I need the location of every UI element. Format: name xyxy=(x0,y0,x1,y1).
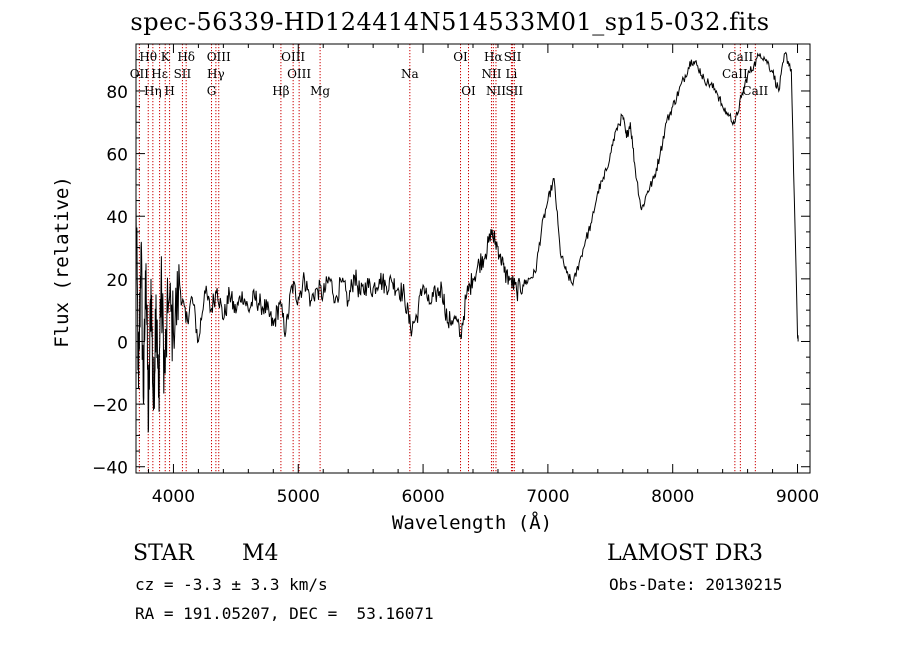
line-marker-label: NII xyxy=(481,67,501,81)
y-axis-label: Flux (relative) xyxy=(51,176,73,348)
x-axis-label: Wavelength (Å) xyxy=(392,511,552,534)
survey-name: LAMOST DR3 xyxy=(607,541,763,566)
line-marker-label: SII xyxy=(174,67,192,81)
line-marker-label: Hε xyxy=(151,67,168,81)
line-marker-labels: Hθ OII Hη K H Hε SII Hδ OIII Hγ G OIII OIII Hβ Mg Na OI O… xyxy=(130,50,769,98)
line-marker-label: Hη xyxy=(144,84,162,98)
line-marker-label: CaII xyxy=(727,50,753,64)
line-marker-label: OIII xyxy=(287,67,311,81)
series-line-flux xyxy=(136,51,799,433)
plot-axes: 4000 5000 6000 7000 8000 9000 −40 −20 0 20 40 60 80 xyxy=(92,43,819,507)
y-tick-label: 80 xyxy=(106,83,128,103)
line-marker-label: CaII xyxy=(742,84,768,98)
y-tick-label: 0 xyxy=(117,333,128,353)
y-tick-label: 60 xyxy=(106,146,128,166)
x-tick-label: 6000 xyxy=(401,487,444,507)
line-marker-label: Na xyxy=(401,67,419,81)
line-marker-label: Hγ xyxy=(207,67,225,81)
line-marker-label: NII xyxy=(486,84,506,98)
object-subclass: M4 xyxy=(242,541,279,566)
line-marker-label: Hδ xyxy=(177,50,195,64)
line-marker-label: OIII xyxy=(207,50,231,64)
y-tick-label: −20 xyxy=(92,396,128,416)
line-marker-label: OII xyxy=(130,67,150,81)
plot-frame xyxy=(135,43,811,474)
x-tick-label: 9000 xyxy=(776,487,819,507)
line-marker-label: G xyxy=(207,84,217,98)
line-marker-label: CaII xyxy=(722,67,748,81)
line-marker-label: OI xyxy=(453,50,468,64)
y-tick-label: −40 xyxy=(92,459,128,479)
spectrum-trace xyxy=(136,51,799,433)
line-marker-label: OIII xyxy=(281,50,305,64)
line-marker-label: SII xyxy=(504,50,522,64)
x-tick-label: 8000 xyxy=(651,487,694,507)
line-marker-label: Hθ xyxy=(139,50,157,64)
chart-title: spec-56339-HD124414N514533M01_sp15-032.f… xyxy=(130,8,770,36)
line-marker-label: Hα xyxy=(484,50,503,64)
redshift-value: cz = -3.3 ± 3.3 km/s xyxy=(135,575,328,594)
line-marker-label: K xyxy=(161,50,171,64)
line-marker-label: Li xyxy=(506,67,518,81)
y-tick-label: 20 xyxy=(106,271,128,291)
x-tick-label: 7000 xyxy=(526,487,569,507)
line-marker-label: Mg xyxy=(310,84,330,98)
line-marker-label: SII xyxy=(505,84,523,98)
line-markers xyxy=(138,44,756,473)
y-tick-label: 40 xyxy=(106,208,128,228)
x-tick-label: 4000 xyxy=(152,487,195,507)
line-marker-label: OI xyxy=(461,84,476,98)
x-tick-label: 5000 xyxy=(277,487,320,507)
line-marker-label: H xyxy=(164,84,174,98)
obs-date: Obs-Date: 20130215 xyxy=(609,575,783,594)
object-class: STAR xyxy=(133,541,194,566)
coordinates: RA = 191.05207, DEC = 53.16071 xyxy=(135,604,434,623)
line-marker-label: Hβ xyxy=(272,84,289,98)
